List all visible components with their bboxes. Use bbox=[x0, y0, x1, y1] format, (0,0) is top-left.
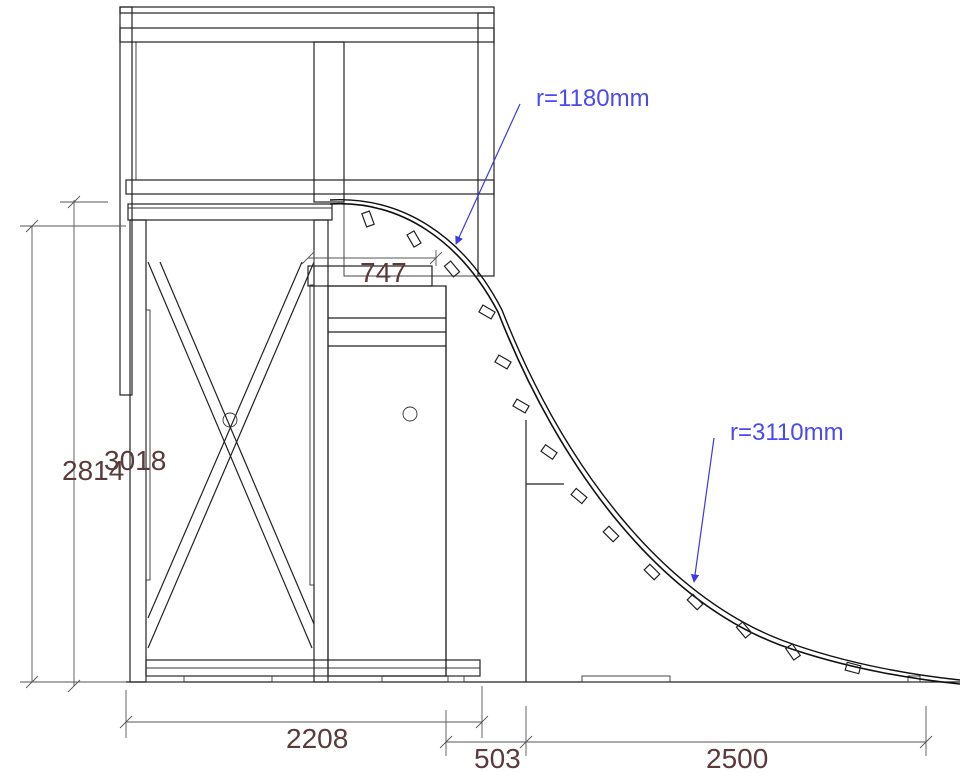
dim-height-total: 2814 bbox=[62, 455, 124, 486]
dim-base-width: 2208 bbox=[286, 723, 348, 754]
leader-line-top bbox=[455, 103, 521, 245]
leader-line-bottom bbox=[690, 437, 715, 583]
dim-step-offset: 503 bbox=[474, 743, 521, 774]
support-tower bbox=[129, 219, 481, 683]
dim-height-inner: 3018 bbox=[104, 445, 166, 476]
deck-overlap-dimension: 747 bbox=[301, 250, 443, 288]
dim-deck-overlap: 747 bbox=[360, 257, 407, 288]
ramp-curve bbox=[329, 199, 960, 685]
radius-bottom-label: r=3110mm bbox=[730, 419, 844, 446]
mesh-panel-right bbox=[343, 41, 479, 181]
mesh-panel-left bbox=[135, 41, 315, 181]
radius-annotations: r=1180mm r=3110mm bbox=[455, 85, 844, 583]
deck bbox=[127, 203, 333, 221]
dim-ramp-length: 2500 bbox=[706, 743, 768, 774]
horizontal-dimensions: 2208 503 2500 bbox=[119, 686, 933, 774]
bolt-circle bbox=[222, 412, 238, 428]
vertical-dimensions: 2814 3018 bbox=[20, 195, 166, 693]
bolt-circle bbox=[402, 406, 418, 422]
ramp-ribs bbox=[361, 210, 862, 675]
radius-top-label: r=1180mm bbox=[536, 85, 650, 112]
ground bbox=[126, 675, 960, 683]
upper-railing bbox=[119, 6, 495, 396]
support-section bbox=[307, 265, 564, 682]
